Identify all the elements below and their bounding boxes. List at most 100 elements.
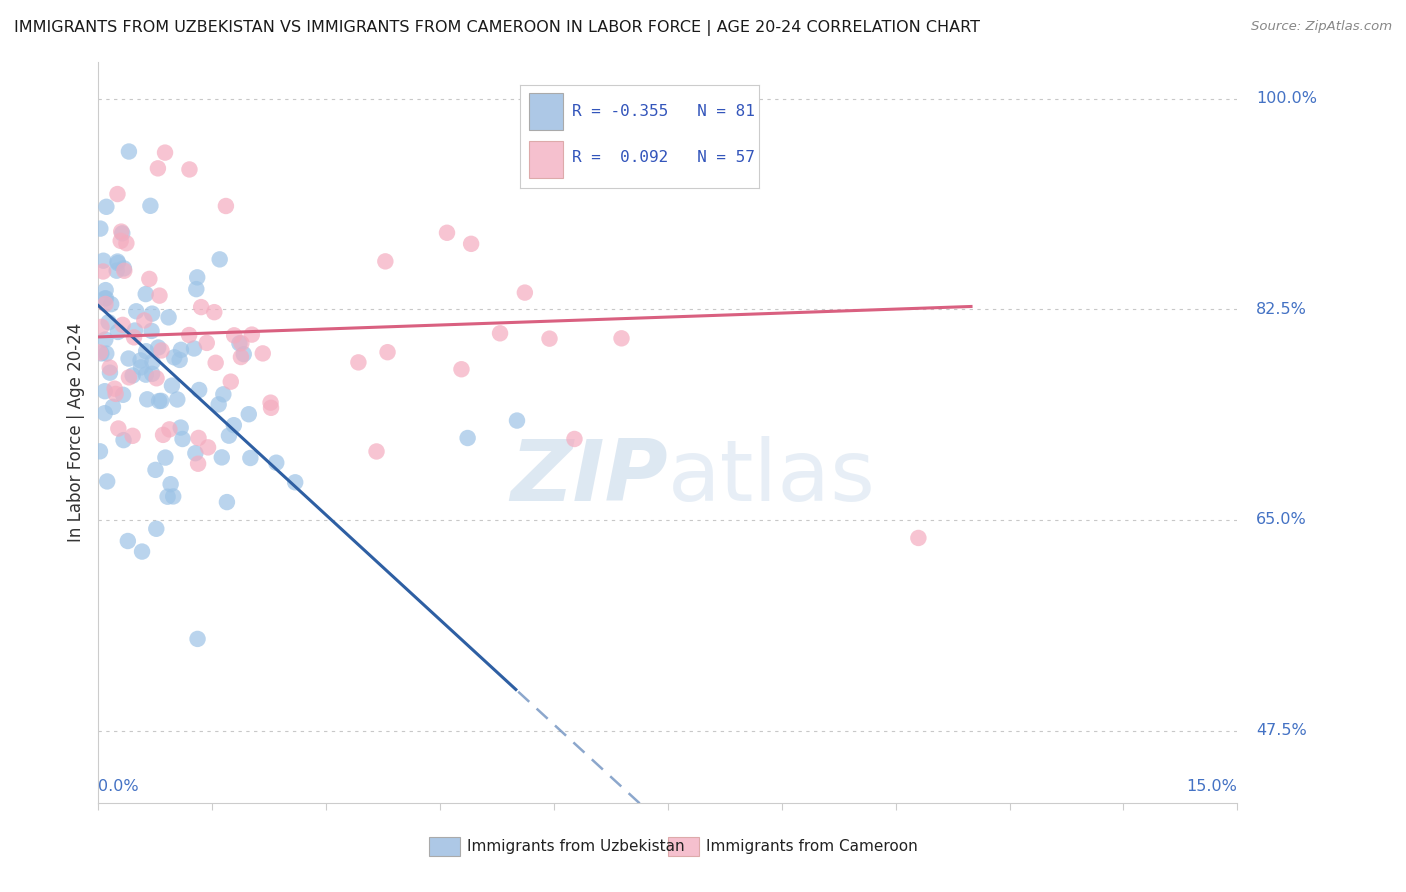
Point (111, 227, 134, 241)
Point (157, 310, 180, 325)
Point (89, 444, 111, 458)
Text: Immigrants from Cameroon: Immigrants from Cameroon (706, 839, 918, 854)
Point (98, 360, 121, 375)
Point (96, 200, 118, 214)
Point (112, 433, 135, 447)
Point (170, 343, 193, 357)
Point (218, 428, 240, 442)
Point (118, 145, 141, 159)
Point (150, 393, 173, 408)
Point (145, 371, 167, 385)
Point (157, 422, 180, 436)
Point (148, 341, 170, 355)
Point (215, 199, 238, 213)
Point (91, 264, 114, 278)
Text: IMMIGRANTS FROM UZBEKISTAN VS IMMIGRANTS FROM CAMEROON IN LABOR FORCE | AGE 20-2: IMMIGRANTS FROM UZBEKISTAN VS IMMIGRANTS… (14, 20, 980, 36)
Point (219, 375, 242, 389)
Point (122, 330, 145, 344)
Point (229, 350, 252, 364)
Point (135, 344, 157, 359)
Text: Immigrants from Uzbekistan: Immigrants from Uzbekistan (467, 839, 685, 854)
Point (224, 328, 246, 343)
Point (94, 297, 117, 311)
Point (110, 234, 132, 248)
Point (564, 432, 586, 446)
Text: atlas: atlas (668, 435, 876, 518)
Point (107, 254, 129, 268)
Point (94, 292, 117, 306)
Point (232, 347, 254, 361)
Point (179, 328, 201, 343)
Point (374, 254, 396, 268)
Point (110, 225, 132, 239)
Point (284, 475, 307, 490)
Point (190, 300, 212, 314)
Point (156, 490, 179, 504)
Point (208, 397, 231, 411)
Point (188, 383, 211, 397)
Point (166, 392, 188, 407)
Point (131, 544, 153, 558)
Point (208, 252, 231, 267)
Point (135, 287, 157, 301)
Point (264, 456, 287, 470)
Point (141, 355, 163, 369)
Point (160, 378, 183, 392)
Point (104, 387, 127, 401)
Point (215, 495, 238, 509)
Point (141, 367, 163, 381)
Point (135, 368, 157, 382)
Point (136, 392, 159, 407)
Text: 65.0%: 65.0% (1257, 512, 1308, 527)
Point (187, 457, 209, 471)
Point (506, 413, 529, 427)
Point (184, 446, 207, 460)
Point (148, 394, 170, 409)
Point (96, 346, 118, 360)
Point (121, 368, 143, 383)
Point (97, 315, 120, 329)
Point (94, 292, 117, 306)
Point (252, 346, 274, 360)
Point (148, 288, 170, 302)
Point (141, 307, 163, 321)
Point (187, 431, 209, 445)
Point (112, 264, 135, 278)
Point (179, 162, 201, 177)
Point (489, 326, 512, 341)
Point (125, 304, 148, 318)
Text: Source: ZipAtlas.com: Source: ZipAtlas.com (1251, 20, 1392, 33)
Point (152, 428, 174, 442)
Text: 100.0%: 100.0% (1257, 91, 1317, 106)
Point (139, 199, 162, 213)
Point (239, 450, 262, 465)
Text: 0.0%: 0.0% (98, 779, 139, 794)
Point (141, 324, 163, 338)
Point (186, 270, 208, 285)
Point (187, 632, 209, 646)
Point (107, 256, 129, 270)
Point (107, 421, 129, 435)
Point (94, 333, 117, 347)
Point (231, 336, 253, 351)
Point (162, 490, 184, 504)
Point (100, 297, 122, 311)
Point (450, 362, 472, 376)
Point (150, 343, 173, 358)
Point (204, 356, 226, 370)
Point (145, 522, 167, 536)
Point (513, 285, 536, 300)
Point (366, 444, 388, 458)
Point (259, 395, 281, 409)
Point (163, 351, 186, 365)
Point (107, 325, 129, 339)
Point (457, 431, 479, 445)
Point (93, 253, 115, 268)
Point (129, 360, 152, 375)
Bar (668, 837, 699, 856)
Point (118, 370, 141, 384)
Point (172, 432, 194, 446)
Point (197, 441, 219, 455)
Text: 82.5%: 82.5% (1257, 301, 1308, 317)
Point (538, 332, 561, 346)
